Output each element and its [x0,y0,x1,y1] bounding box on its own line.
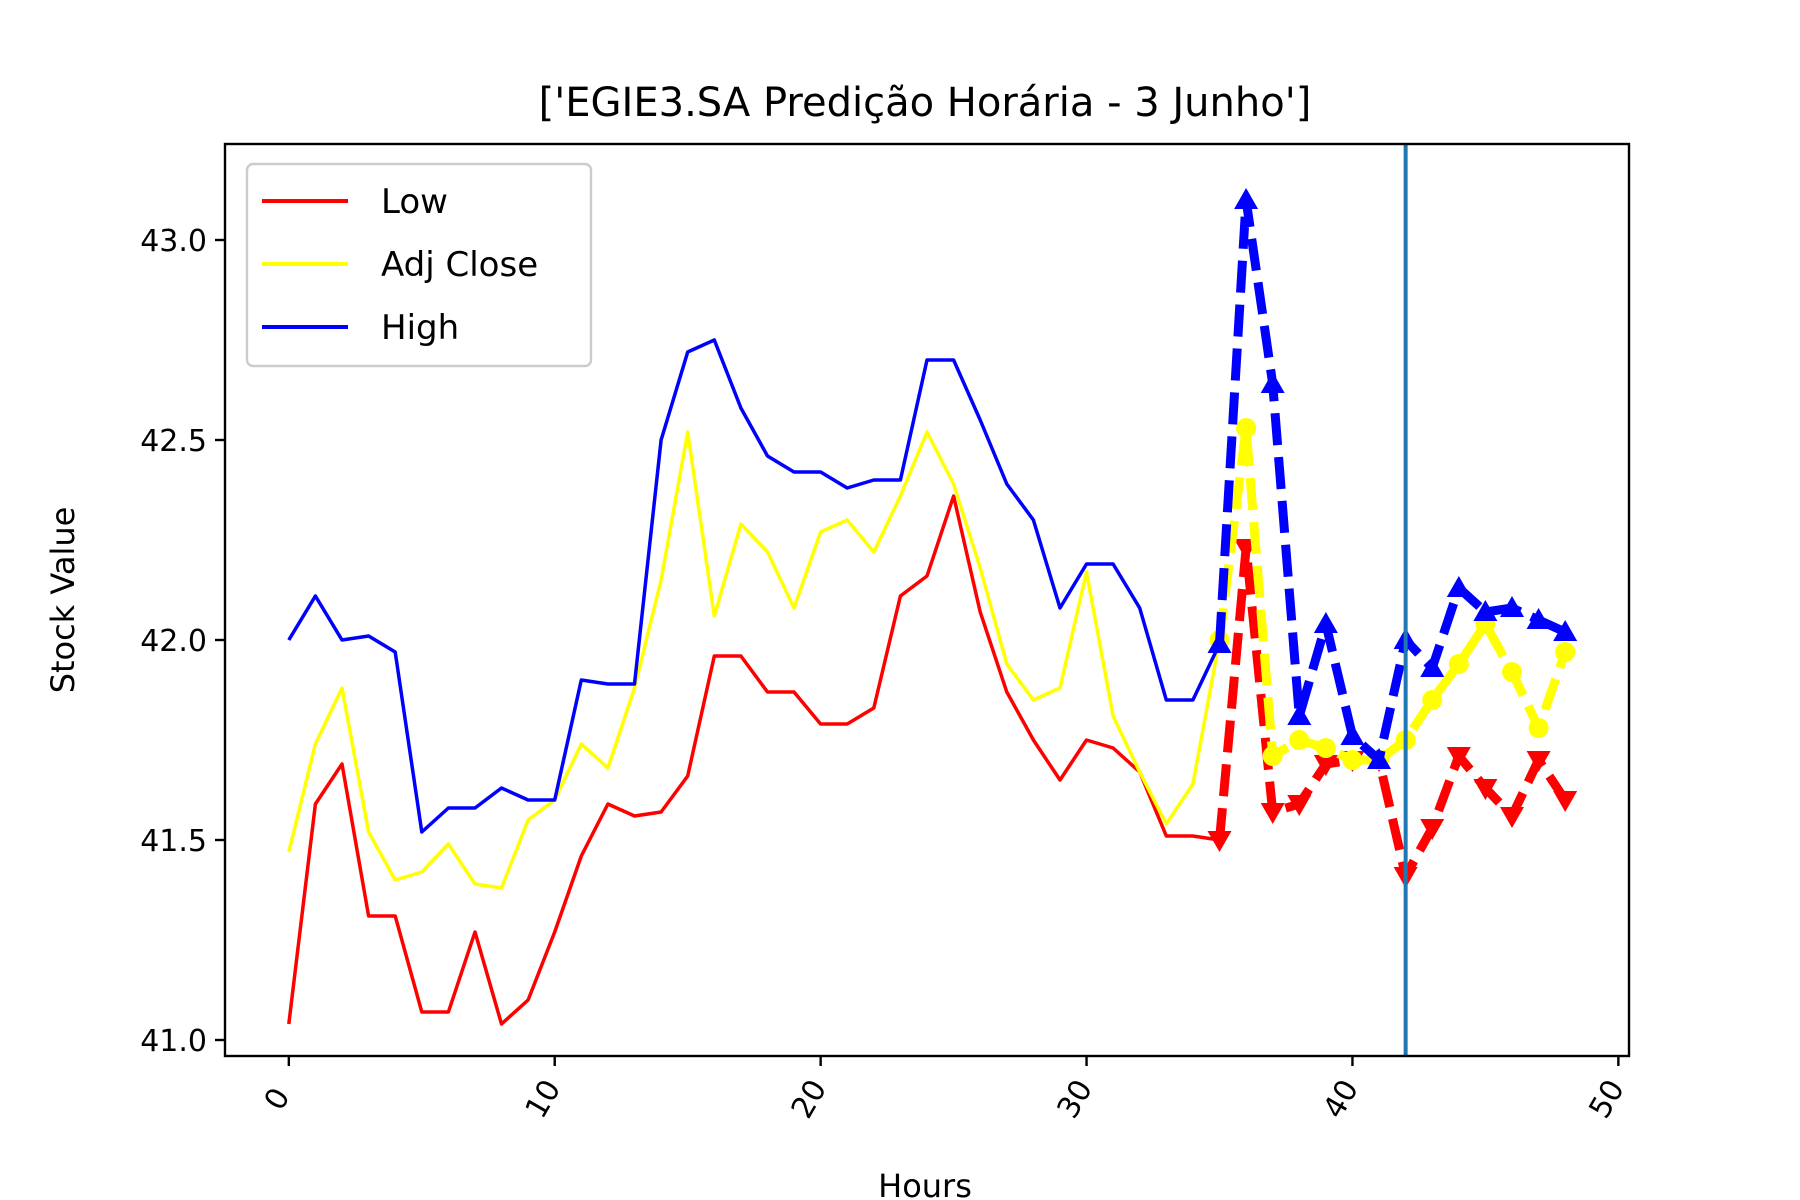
y-axis: 41.0 41.5 42.0 42.5 43.0 [140,224,225,1059]
data-point-high-prediction [1287,704,1312,725]
data-point-high-prediction [1340,724,1365,745]
data-point-low-prediction [1526,751,1551,772]
data-point-adj-close-prediction [1262,746,1283,766]
y-tick-label: 42.0 [140,624,207,659]
x-axis-label: Hours [878,1167,972,1200]
legend: Low Adj Close High [245,162,593,368]
data-point-high-prediction [1260,372,1285,393]
series-layer [287,188,1578,1026]
data-point-high-prediction [1500,596,1524,617]
legend-box [245,162,593,368]
chart-title: ['EGIE3.SA Predição Horária - 3 Junho'] [539,80,1312,126]
data-point-low-prediction [1420,819,1445,840]
data-point-adj-close-prediction [1342,750,1363,770]
legend-label-high: High [381,308,459,348]
y-tick-label: 41.0 [140,1024,207,1059]
data-point-low-prediction [1260,803,1285,824]
y-tick-label: 42.5 [140,424,207,459]
data-point-high-prediction [1526,608,1551,629]
data-point-low-prediction [1313,755,1338,776]
series-line-high-history [287,338,1222,834]
y-axis-label: Stock Value [44,507,82,694]
data-point-adj-close-prediction [1289,730,1310,750]
data-point-low-prediction [1500,807,1524,828]
data-point-adj-close-prediction [1315,738,1336,758]
y-tick-label: 41.5 [140,824,207,859]
plot-frame [223,142,1631,1058]
y-tick-label: 43.0 [140,224,207,259]
data-point-high-prediction [1207,632,1232,653]
data-point-low-prediction [1553,791,1578,812]
data-point-low-prediction [1473,779,1498,800]
legend-label-low: Low [381,182,448,222]
data-point-high-prediction [1553,620,1578,641]
legend-label-adj-close: Adj Close [381,245,538,285]
data-point-low-prediction [1207,831,1232,852]
data-point-adj-close-prediction [1236,418,1257,438]
data-point-adj-close-prediction [1555,642,1576,662]
data-point-high-prediction [1313,612,1338,633]
data-point-adj-close-prediction [1448,654,1469,674]
data-point-adj-close-prediction [1502,662,1522,682]
data-point-high-prediction [1420,656,1445,677]
series-line-low-history [287,494,1220,1026]
series-line-adj-close-history [287,430,1222,890]
data-point-low-prediction [1446,747,1471,768]
data-point-high-prediction [1473,600,1498,621]
data-point-low-prediction [1287,795,1312,816]
data-point-high-prediction [1367,748,1392,769]
data-point-adj-close-prediction [1528,718,1549,738]
data-point-high-prediction [1234,188,1259,209]
data-point-adj-close-prediction [1422,690,1443,710]
data-point-high-prediction [1446,576,1471,597]
